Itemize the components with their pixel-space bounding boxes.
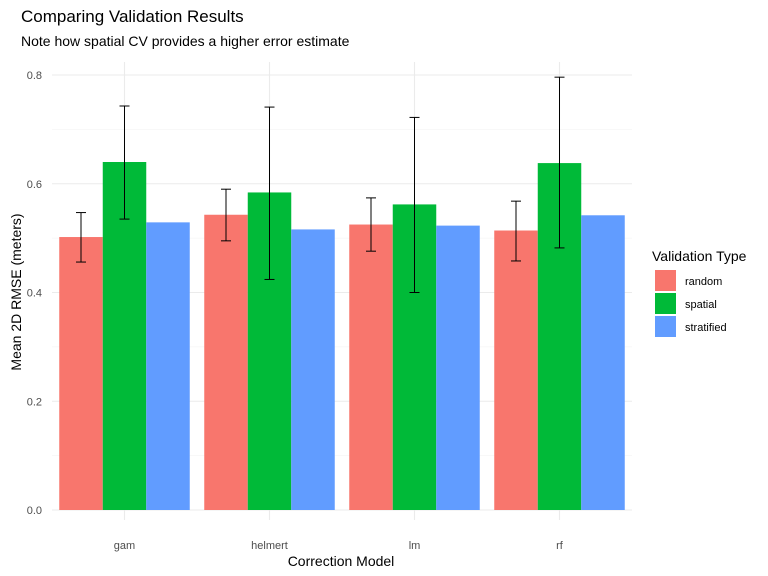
bar-stratified-lm — [436, 225, 480, 510]
chart-title: Comparing Validation Results — [21, 7, 244, 26]
error-bar-spatial-rf — [554, 76, 565, 249]
bar-stratified-helmert — [291, 229, 335, 511]
legend-key-random — [655, 270, 676, 291]
bar-random-lm — [349, 224, 393, 510]
y-tick-label: 0.0 — [27, 505, 42, 517]
bar-random-helmert — [204, 214, 248, 510]
legend-label-random: random — [685, 276, 722, 288]
error-bar-random-helmert — [221, 188, 231, 242]
x-tick-label: gam — [114, 540, 135, 552]
x-axis-ticks: gam helmert lm rf — [114, 540, 564, 552]
bar-stratified-rf — [581, 215, 625, 510]
bar-random-rf — [494, 230, 538, 510]
error-bars — [76, 76, 565, 293]
x-tick-label: helmert — [251, 540, 288, 552]
y-axis-title: Mean 2D RMSE (meters) — [8, 213, 24, 370]
error-bar-random-rf — [511, 200, 521, 262]
y-tick-label: 0.6 — [27, 179, 42, 191]
chart-subtitle: Note how spatial CV provides a higher er… — [21, 33, 350, 49]
bars — [59, 162, 625, 511]
bar-random-gam — [59, 237, 103, 510]
y-tick-label: 0.8 — [27, 70, 42, 82]
legend-label-spatial: spatial — [685, 299, 717, 311]
error-bar-spatial-gam — [119, 105, 130, 220]
y-axis-ticks: 0.0 0.2 0.4 0.6 0.8 — [27, 70, 42, 517]
error-bar-random-gam — [76, 212, 86, 263]
legend-key-spatial — [655, 293, 676, 314]
x-tick-label: rf — [556, 540, 564, 552]
legend-label-stratified: stratified — [685, 322, 727, 334]
y-tick-label: 0.4 — [27, 288, 42, 300]
error-bar-random-lm — [366, 197, 376, 252]
x-tick-label: lm — [409, 540, 421, 552]
error-bar-spatial-lm — [409, 116, 420, 293]
legend-title: Validation Type — [652, 248, 747, 264]
x-axis-title: Correction Model — [288, 553, 395, 569]
bar-stratified-gam — [146, 222, 190, 510]
error-bar-spatial-helmert — [264, 106, 275, 280]
legend: Validation Type random spatial stratified — [652, 248, 747, 337]
legend-key-stratified — [655, 316, 676, 337]
bar-spatial-gam — [102, 162, 147, 510]
y-tick-label: 0.2 — [27, 396, 42, 408]
